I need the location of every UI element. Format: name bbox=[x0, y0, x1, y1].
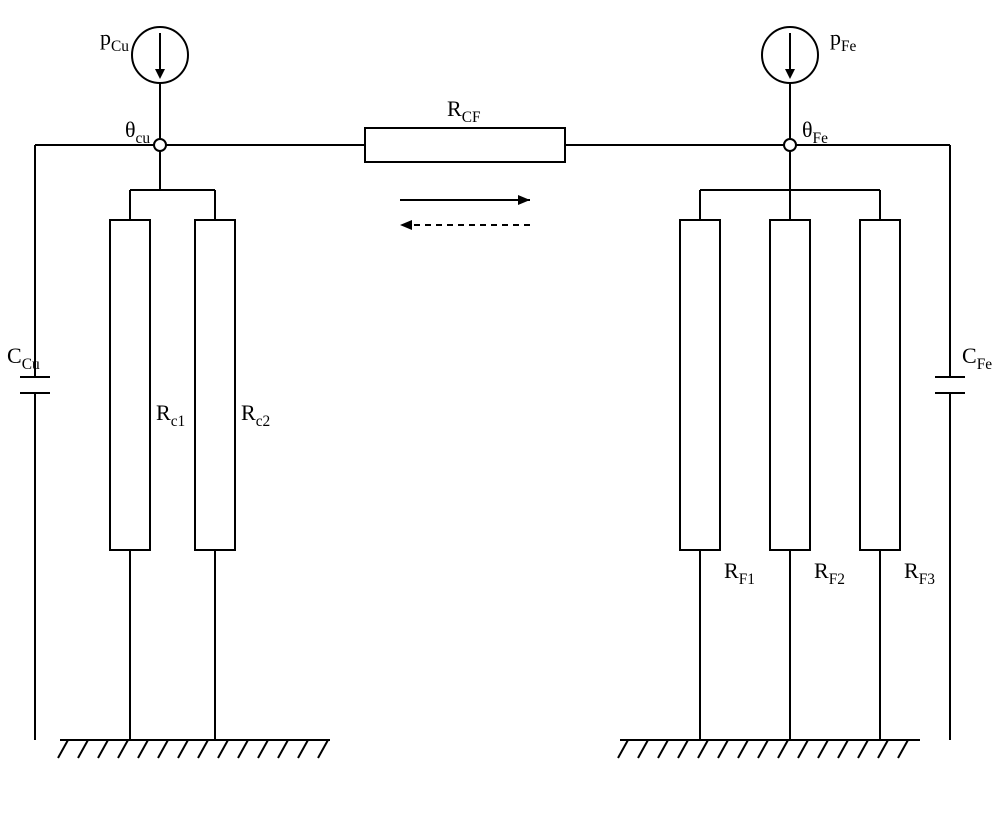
thermal-circuit-diagram: pCupFeθcuθFeRCFCCuCFeRc1Rc2RF1RF2RF3 bbox=[0, 0, 1000, 834]
